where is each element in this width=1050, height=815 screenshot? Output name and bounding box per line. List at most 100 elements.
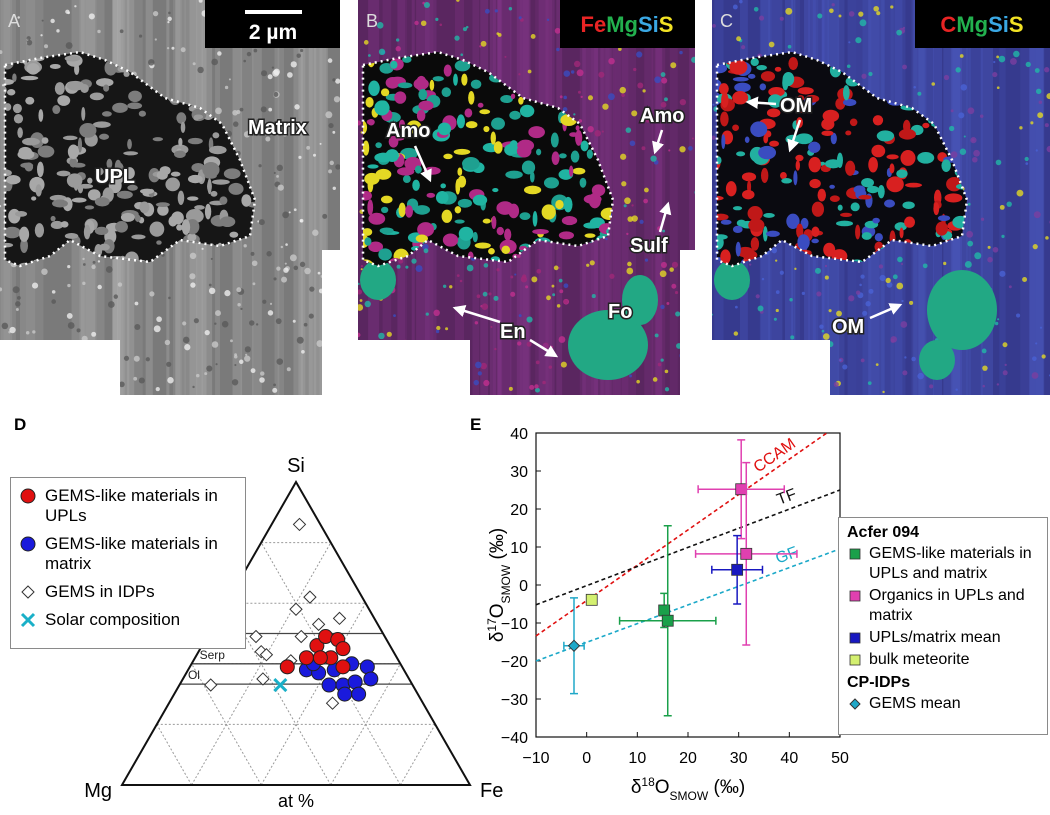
texture: [20, 238, 29, 254]
texture: [84, 205, 95, 210]
texture: [89, 92, 104, 101]
texture: [187, 137, 203, 145]
texture: [1035, 342, 1038, 345]
upl-outline: [715, 50, 969, 268]
texture: [643, 198, 648, 204]
element-symbol: C: [940, 12, 956, 37]
texture: [134, 323, 141, 331]
texture: [359, 299, 363, 302]
texture: [979, 114, 984, 118]
texture: [608, 57, 615, 65]
texture: [453, 148, 471, 155]
texture: [294, 104, 300, 110]
texture: [972, 156, 978, 163]
texture: [460, 360, 465, 365]
texture: [520, 276, 528, 283]
texture: [15, 301, 21, 307]
texture: [859, 283, 862, 287]
texture: [973, 149, 980, 157]
texture: [775, 290, 780, 295]
arrow: [658, 201, 672, 233]
texture: [374, 100, 390, 116]
texture: [271, 66, 275, 69]
texture: [839, 359, 842, 362]
legend-label: GEMS-like materials in UPLs: [45, 486, 218, 525]
texture: [236, 287, 242, 293]
texture: [602, 103, 609, 110]
texture: [82, 257, 85, 261]
texture: [380, 195, 393, 204]
texture: [1025, 61, 1031, 68]
texture: [7, 89, 16, 96]
texture: [300, 48, 304, 53]
texture: [1046, 93, 1050, 100]
texture: [744, 136, 750, 143]
y-axis-label: δ17OSMOW (‰): [485, 528, 513, 642]
texture: [789, 298, 793, 302]
texture: [982, 384, 986, 388]
texture: [56, 29, 60, 33]
texture: [558, 278, 563, 283]
texture: [691, 56, 695, 63]
texture: [152, 10, 159, 17]
y-tick-label: 20: [510, 502, 528, 519]
texture: [510, 291, 516, 297]
y-tick-label: −20: [501, 654, 528, 671]
texture: [943, 74, 950, 81]
texture: [32, 330, 36, 334]
texture: [224, 85, 229, 90]
texture: [753, 357, 760, 365]
texture: [958, 112, 965, 119]
texture: [298, 0, 303, 395]
texture: [119, 381, 125, 388]
texture: [436, 364, 443, 371]
panel-letter: D: [14, 415, 26, 434]
texture: [272, 387, 278, 393]
texture: [94, 167, 104, 176]
texture: [67, 144, 79, 159]
texture: [729, 59, 748, 75]
texture: [865, 301, 871, 307]
texture: [868, 71, 873, 77]
texture: [766, 230, 780, 237]
texture: [170, 171, 181, 177]
texture: [320, 274, 324, 278]
texture: [70, 376, 74, 380]
texture: [458, 351, 466, 358]
texture: [712, 24, 716, 28]
texture: [268, 107, 273, 112]
texture: [884, 199, 896, 208]
texture: [811, 226, 820, 238]
texture: [750, 121, 768, 138]
texture: [61, 380, 67, 386]
texture: [830, 132, 837, 145]
texture: [184, 344, 191, 351]
texture: [117, 282, 123, 287]
texture: [793, 170, 798, 186]
texture: [293, 208, 297, 212]
texture: [612, 0, 621, 395]
texture: [897, 256, 903, 263]
texture: [518, 96, 524, 105]
texture: [301, 349, 305, 354]
texture: [691, 137, 694, 140]
texture: [368, 241, 384, 253]
texture: [937, 215, 951, 222]
texture: [842, 85, 850, 101]
legend-label: Solar composition: [45, 610, 181, 629]
reference-line: [535, 548, 841, 662]
panel-letter: B: [366, 11, 378, 31]
texture: [862, 310, 868, 316]
texture: [5, 242, 14, 248]
texture: [528, 126, 545, 139]
texture: [364, 172, 380, 185]
texture: [233, 355, 238, 359]
texture: [493, 141, 503, 154]
texture: [197, 66, 204, 74]
texture: [115, 221, 128, 233]
data-point: [298, 650, 314, 666]
texture: [449, 344, 453, 348]
texture: [215, 310, 221, 317]
texture: [563, 70, 571, 77]
